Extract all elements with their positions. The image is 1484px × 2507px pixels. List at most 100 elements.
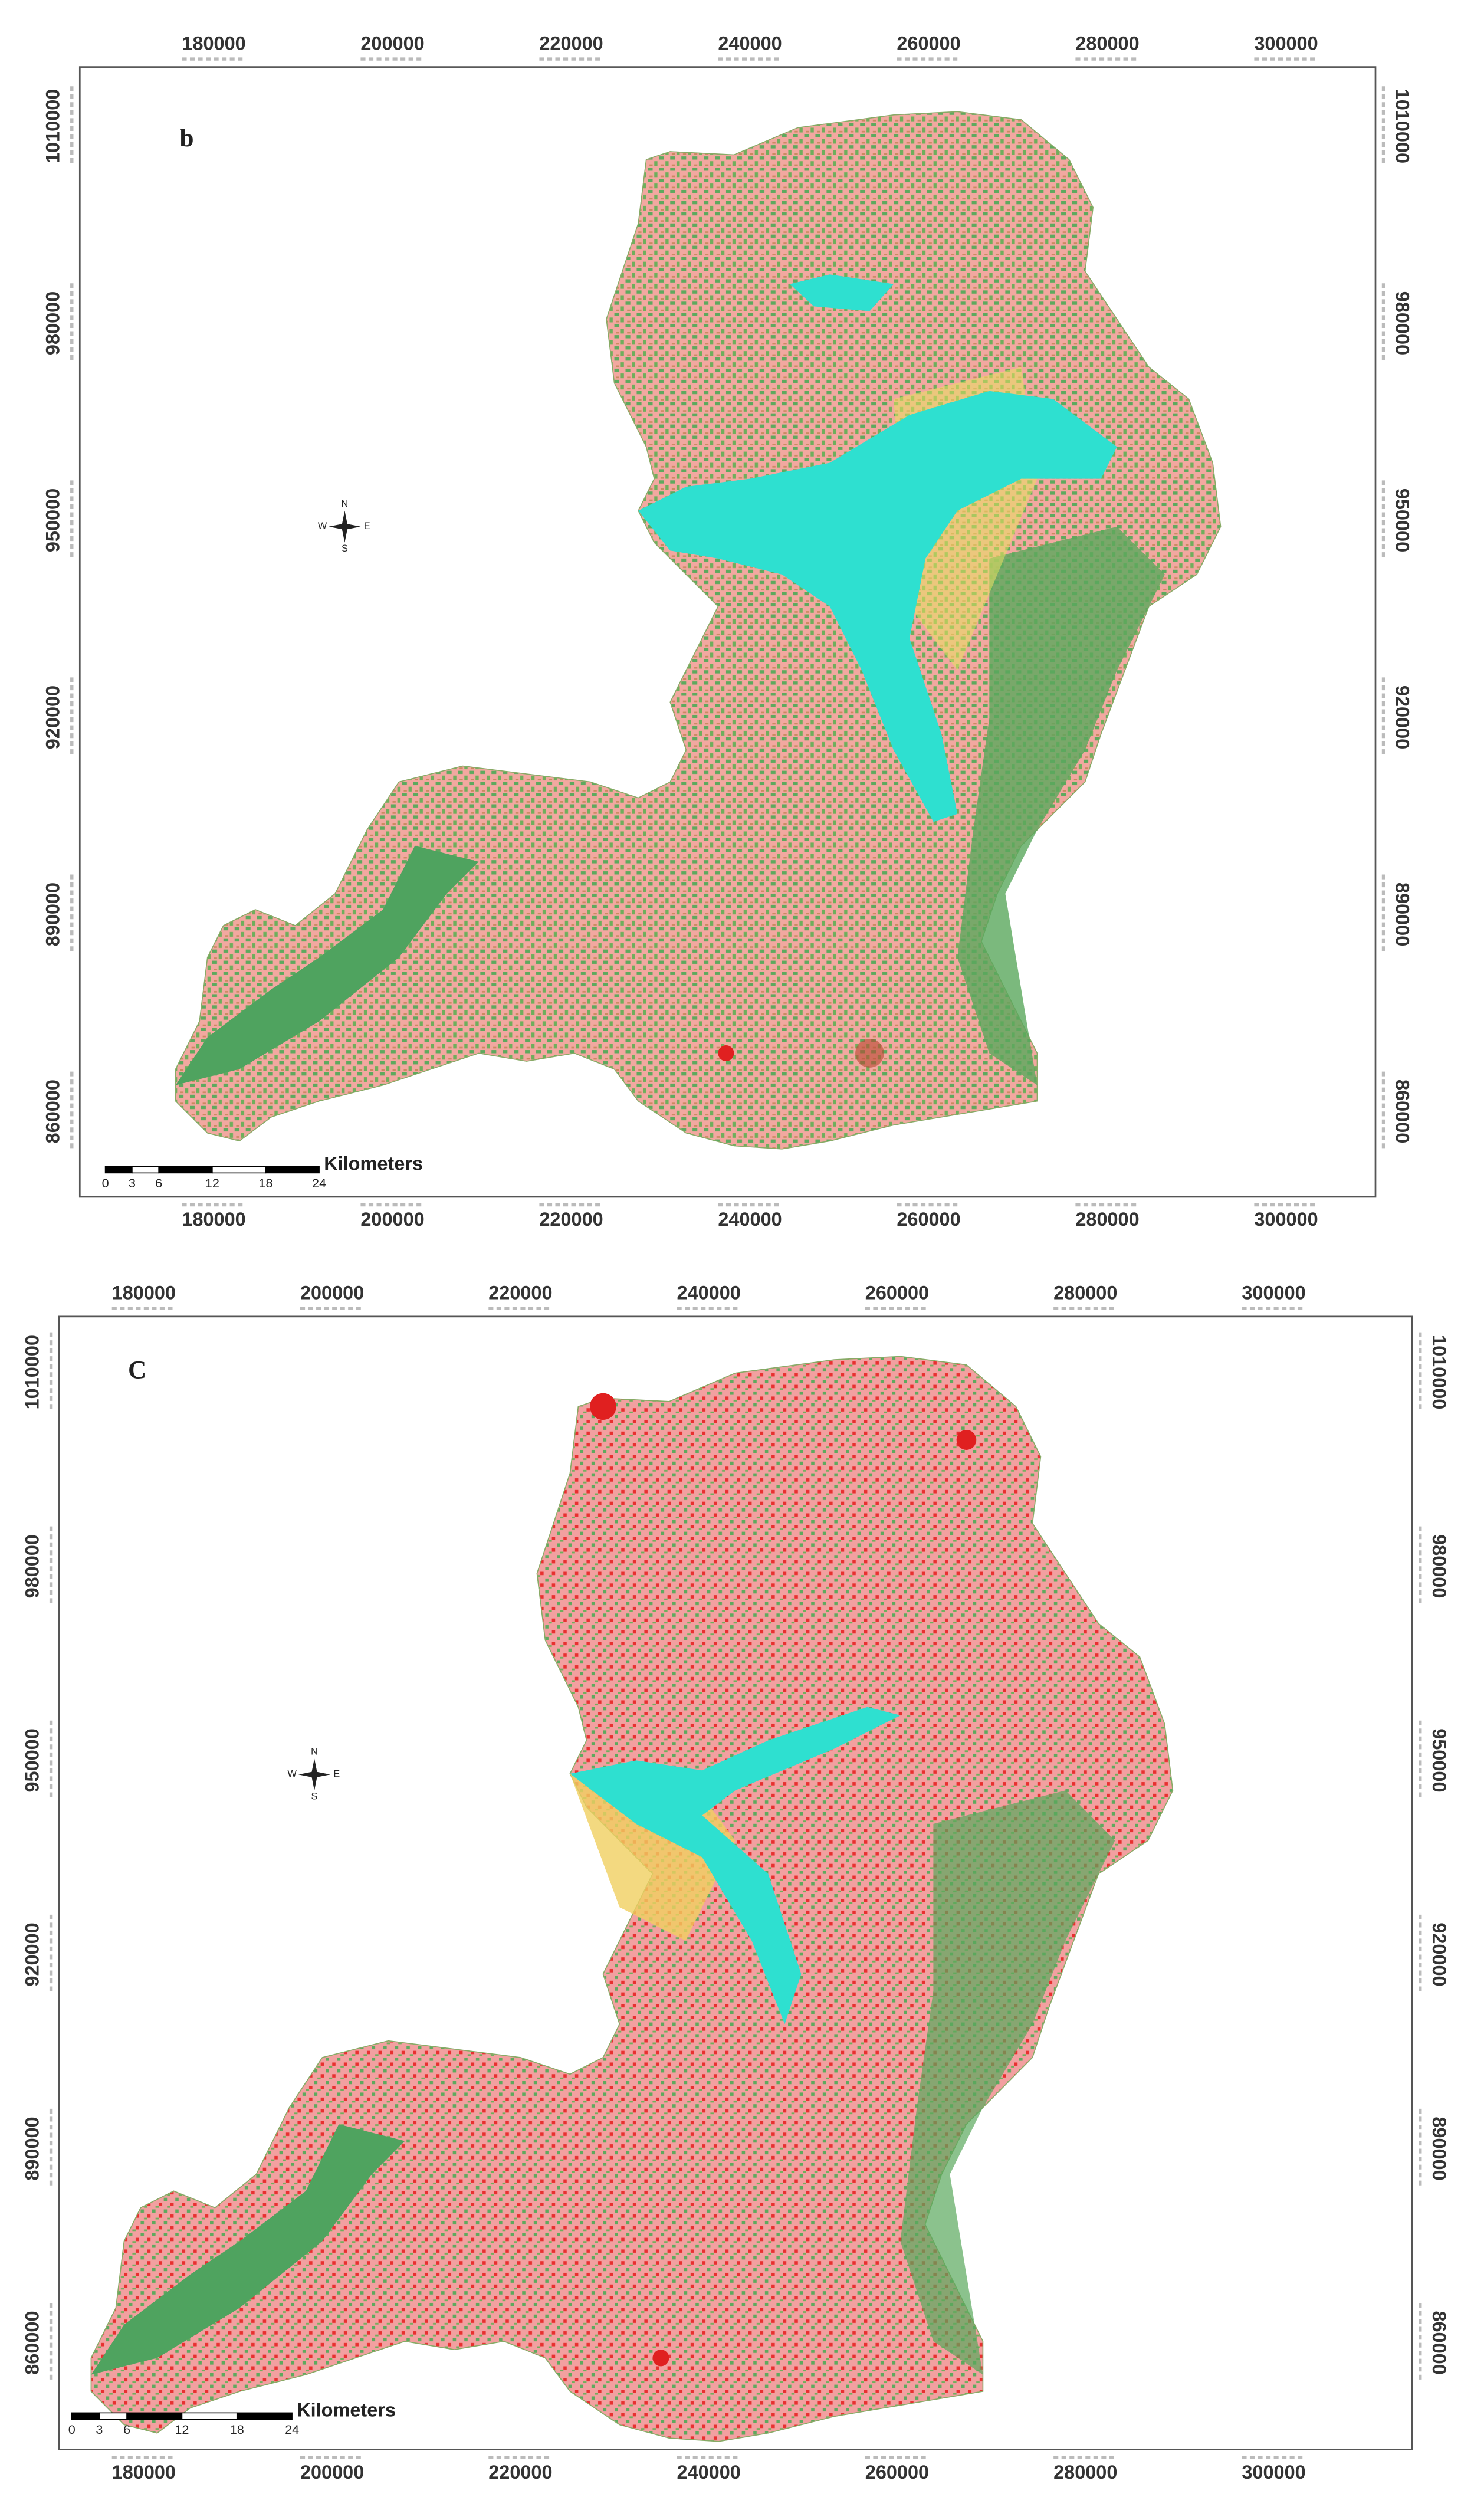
y-tick-label: 980000	[1392, 291, 1413, 355]
north-arrow	[329, 510, 361, 543]
scale-label: 3	[129, 1176, 136, 1190]
x-tick-label: 240000	[718, 1209, 782, 1230]
south-label: S	[311, 1791, 318, 1802]
x-tick-label: 260000	[865, 1282, 929, 1304]
x-tick-label: 180000	[112, 2462, 176, 2483]
scale-label: 18	[258, 1176, 272, 1190]
x-tick-label: 280000	[1075, 1209, 1139, 1230]
scale-label: 12	[175, 2422, 189, 2437]
x-tick-label: 180000	[182, 32, 245, 54]
y-tick-label: 860000	[1392, 1079, 1413, 1143]
y-tick-label: 860000	[21, 2311, 42, 2374]
scale-label: 0	[102, 1176, 109, 1190]
y-tick-label: 920000	[21, 1922, 42, 1986]
x-tick-label: 280000	[1053, 2462, 1117, 2483]
x-tick-label: 200000	[360, 1209, 424, 1230]
west-label: W	[318, 521, 327, 531]
x-tick-label: 220000	[488, 1282, 552, 1304]
map-panel-c	[90, 1356, 1174, 2443]
scale-segment	[158, 1166, 213, 1174]
settlement-spot	[718, 1045, 734, 1062]
x-tick-label: 180000	[112, 1282, 176, 1304]
y-tick-label: 890000	[1392, 882, 1413, 946]
x-tick-label: 200000	[360, 32, 424, 54]
scale-label: 3	[96, 2422, 103, 2437]
y-tick-label: 950000	[1392, 488, 1413, 552]
y-tick-label: 950000	[42, 488, 64, 552]
scale-segment	[212, 1166, 267, 1174]
y-tick-label: 890000	[1429, 2116, 1450, 2180]
scale-label: 6	[123, 2422, 130, 2437]
x-tick-label: 260000	[897, 1209, 960, 1230]
x-tick-label: 240000	[677, 1282, 741, 1304]
x-tick-label: 180000	[182, 1209, 245, 1230]
x-tick-label: 300000	[1242, 2462, 1305, 2483]
x-tick-label: 220000	[488, 2462, 552, 2483]
scale-segment	[132, 1166, 160, 1174]
y-tick-label: 950000	[21, 1728, 42, 1792]
north-label: N	[342, 498, 349, 509]
west-label: W	[287, 1769, 297, 1780]
scale-label: 24	[312, 1176, 326, 1190]
x-tick-label: 260000	[897, 32, 960, 54]
y-tick-label: 860000	[1429, 2311, 1450, 2374]
y-tick-label: 920000	[1392, 685, 1413, 749]
south-label: S	[342, 543, 348, 554]
settlement-spot	[956, 1429, 977, 1450]
scale-segment	[236, 2412, 293, 2420]
x-tick-label: 300000	[1254, 32, 1318, 54]
scale-segment	[181, 2412, 238, 2420]
scale-segment	[265, 1166, 320, 1174]
scale-label: 0	[68, 2422, 75, 2437]
settlement-spot	[590, 1393, 616, 1420]
x-tick-label: 240000	[718, 32, 782, 54]
y-tick-label: 1010000	[1429, 1335, 1450, 1409]
y-tick-label: 980000	[21, 1534, 42, 1598]
east-label: E	[333, 1769, 340, 1780]
panel-label: C	[128, 1356, 146, 1384]
x-tick-label: 200000	[300, 2462, 364, 2483]
water-area	[570, 1707, 901, 2024]
scale-label: 6	[155, 1176, 162, 1190]
y-tick-label: 1010000	[42, 89, 64, 163]
scale-segment	[104, 1166, 133, 1174]
y-tick-label: 860000	[42, 1079, 64, 1143]
scale-segment	[99, 2412, 127, 2420]
x-tick-label: 240000	[677, 2462, 741, 2483]
x-tick-label: 220000	[539, 32, 603, 54]
y-tick-label: 890000	[21, 2116, 42, 2180]
x-tick-label: 280000	[1053, 1282, 1117, 1304]
x-tick-label: 280000	[1075, 32, 1139, 54]
y-tick-label: 920000	[42, 685, 64, 749]
scale-label: 24	[285, 2422, 299, 2437]
y-tick-label: 980000	[1429, 1534, 1450, 1598]
scale-segment	[126, 2412, 183, 2420]
east-label: E	[364, 521, 370, 531]
y-tick-label: 1010000	[1392, 89, 1413, 163]
scale-unit: Kilometers	[297, 2399, 396, 2420]
north-arrow	[298, 1758, 331, 1791]
map-frame	[58, 1315, 1413, 2450]
x-tick-label: 260000	[865, 2462, 929, 2483]
scale-segment	[71, 2412, 100, 2420]
y-tick-label: 890000	[42, 882, 64, 946]
settlement-spot	[652, 2350, 669, 2367]
x-tick-label: 200000	[300, 1282, 364, 1304]
y-tick-label: 980000	[42, 291, 64, 355]
x-tick-label: 220000	[539, 1209, 603, 1230]
map-frame	[78, 66, 1377, 1198]
map-panel-b	[175, 111, 1222, 1150]
x-tick-label: 300000	[1254, 1209, 1318, 1230]
x-tick-label: 300000	[1242, 1282, 1305, 1304]
y-tick-label: 950000	[1429, 1728, 1450, 1792]
y-tick-label: 1010000	[21, 1335, 42, 1409]
water-area	[790, 274, 894, 311]
north-label: N	[311, 1747, 318, 1757]
scale-label: 12	[205, 1176, 219, 1190]
settlement-spot	[855, 1039, 884, 1068]
panel-label: b	[180, 124, 194, 152]
scale-unit: Kilometers	[324, 1153, 423, 1174]
scale-label: 18	[230, 2422, 244, 2437]
y-tick-label: 920000	[1429, 1922, 1450, 1986]
